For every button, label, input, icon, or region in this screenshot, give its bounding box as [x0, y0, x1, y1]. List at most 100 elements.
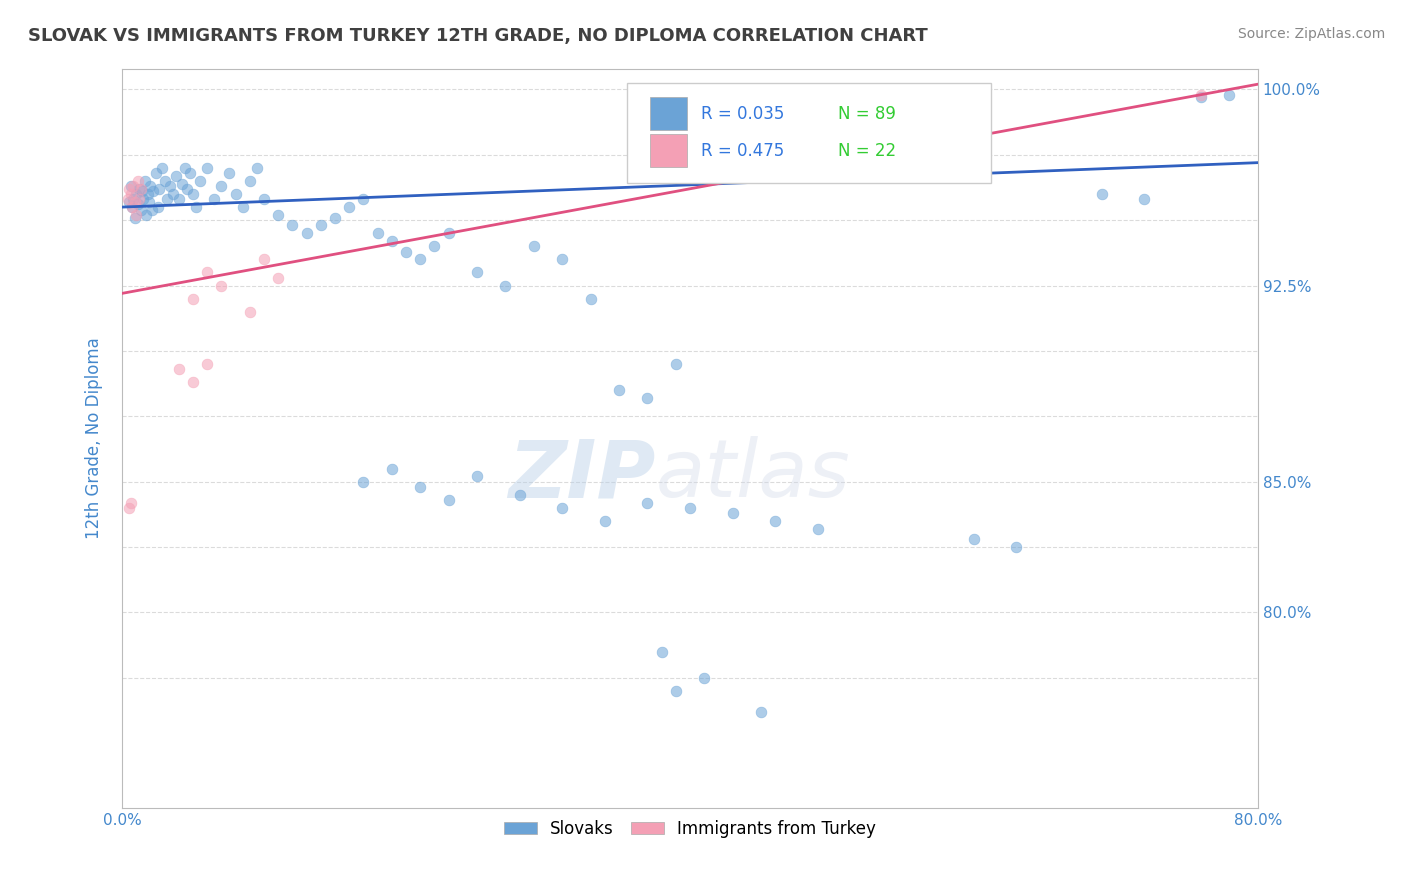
Point — [437, 226, 460, 240]
Point — [181, 376, 204, 390]
Point — [593, 514, 616, 528]
Point — [142, 185, 165, 199]
Point — [225, 187, 247, 202]
Point — [134, 174, 156, 188]
FancyBboxPatch shape — [650, 96, 686, 130]
Point — [156, 192, 179, 206]
Text: N = 22: N = 22 — [838, 142, 896, 160]
Point — [509, 488, 531, 502]
Point — [195, 357, 218, 371]
Text: R = 0.475: R = 0.475 — [702, 142, 785, 160]
Text: atlas: atlas — [655, 436, 851, 515]
Point — [246, 161, 269, 175]
Point — [651, 644, 673, 658]
Point — [267, 208, 290, 222]
Point — [128, 182, 150, 196]
Point — [693, 671, 716, 685]
Point — [181, 292, 204, 306]
Point — [173, 161, 195, 175]
Point — [120, 187, 142, 202]
Point — [127, 197, 149, 211]
Point — [607, 383, 630, 397]
Point — [159, 179, 181, 194]
Text: SLOVAK VS IMMIGRANTS FROM TURKEY 12TH GRADE, NO DIPLOMA CORRELATION CHART: SLOVAK VS IMMIGRANTS FROM TURKEY 12TH GR… — [28, 27, 928, 45]
Point — [352, 475, 374, 489]
Point — [423, 239, 446, 253]
Point — [125, 208, 148, 222]
Point — [1218, 87, 1240, 102]
Point — [181, 187, 204, 202]
Point — [409, 480, 432, 494]
Point — [179, 166, 201, 180]
Point — [253, 252, 276, 267]
Point — [202, 192, 225, 206]
Point — [636, 495, 658, 509]
Point — [395, 244, 418, 259]
Point — [170, 177, 193, 191]
Point — [148, 182, 170, 196]
Y-axis label: 12th Grade, No Diploma: 12th Grade, No Diploma — [86, 337, 103, 540]
Point — [665, 357, 688, 371]
Point — [118, 500, 141, 515]
Point — [176, 182, 198, 196]
Point — [309, 219, 332, 233]
Point — [253, 192, 276, 206]
Point — [665, 683, 688, 698]
Point — [121, 200, 143, 214]
Point — [1091, 187, 1114, 202]
Point — [122, 192, 145, 206]
Point — [146, 200, 169, 214]
Point — [117, 192, 139, 206]
Point — [141, 202, 163, 217]
Point — [132, 192, 155, 206]
Text: R = 0.035: R = 0.035 — [702, 104, 785, 123]
Text: N = 89: N = 89 — [838, 104, 896, 123]
Point — [129, 182, 152, 196]
Point — [381, 461, 404, 475]
Point — [352, 192, 374, 206]
Point — [129, 202, 152, 217]
Point — [763, 514, 786, 528]
Point — [232, 200, 254, 214]
Point — [188, 174, 211, 188]
Point — [195, 161, 218, 175]
Point — [807, 522, 830, 536]
Point — [139, 179, 162, 194]
Point — [1189, 87, 1212, 102]
FancyBboxPatch shape — [650, 134, 686, 167]
Point — [135, 208, 157, 222]
Point — [494, 278, 516, 293]
Point — [337, 200, 360, 214]
Point — [118, 194, 141, 209]
Point — [145, 166, 167, 180]
Point — [184, 200, 207, 214]
Point — [120, 495, 142, 509]
Point — [1189, 90, 1212, 104]
Point — [1005, 540, 1028, 554]
Point — [323, 211, 346, 225]
Point — [749, 705, 772, 719]
Point — [295, 226, 318, 240]
Point — [150, 161, 173, 175]
Point — [636, 391, 658, 405]
Point — [118, 182, 141, 196]
Point — [367, 226, 389, 240]
Point — [195, 265, 218, 279]
Point — [523, 239, 546, 253]
Point — [239, 174, 262, 188]
Point — [963, 532, 986, 546]
Point — [579, 292, 602, 306]
FancyBboxPatch shape — [627, 83, 991, 183]
Point — [281, 219, 304, 233]
Text: Source: ZipAtlas.com: Source: ZipAtlas.com — [1237, 27, 1385, 41]
Point — [124, 211, 146, 225]
Point — [128, 192, 150, 206]
Point — [136, 187, 159, 202]
Legend: Slovaks, Immigrants from Turkey: Slovaks, Immigrants from Turkey — [496, 814, 883, 845]
Point — [218, 166, 240, 180]
Point — [679, 500, 702, 515]
Point — [437, 492, 460, 507]
Point — [409, 252, 432, 267]
Point — [551, 500, 574, 515]
Point — [121, 200, 143, 214]
